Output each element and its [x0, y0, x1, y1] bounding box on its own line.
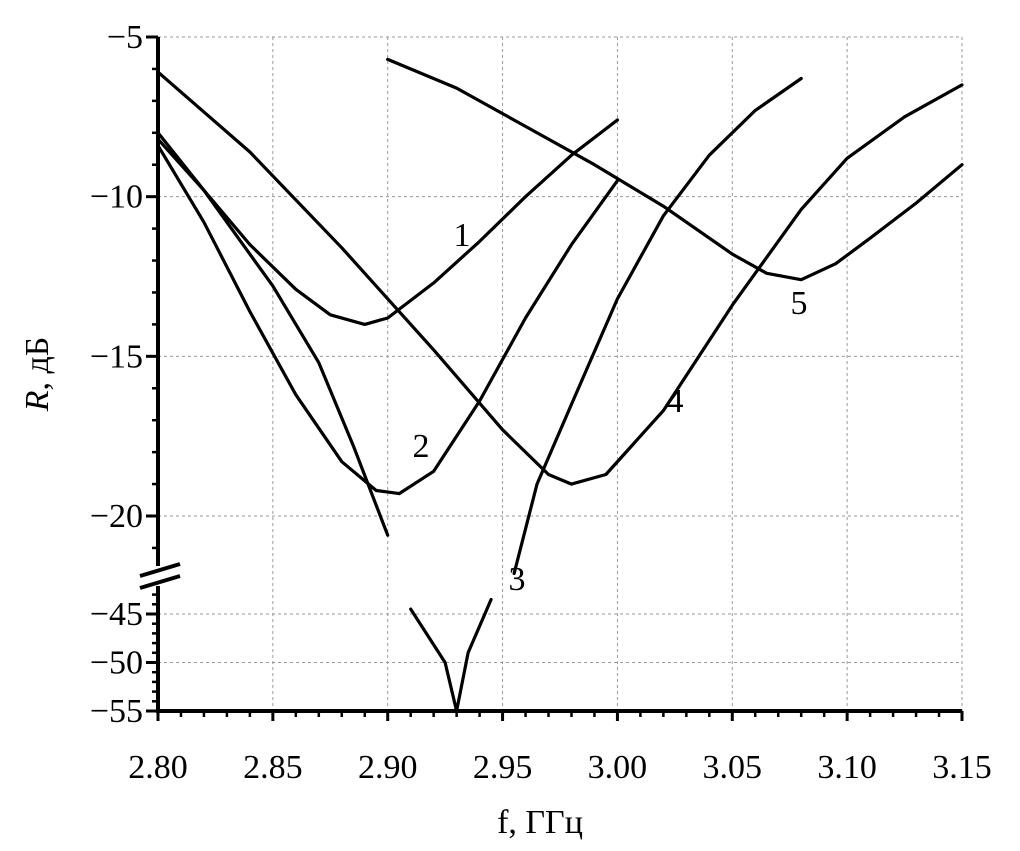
axis-break-mark — [139, 562, 181, 578]
grid — [158, 36, 963, 711]
x-tick-label: 3.05 — [703, 749, 763, 786]
x-tick-label: 3.10 — [817, 749, 877, 786]
x-tick-label: 2.85 — [243, 749, 303, 786]
y-tick-label: −10 — [90, 179, 143, 216]
y-axis-title-symbol: R — [19, 390, 56, 412]
y-tick-label: −5 — [107, 19, 143, 56]
curve-labels: 1 2 3 4 5 — [413, 217, 808, 598]
series-line-5 — [386, 57, 964, 282]
x-axis-title: f, ГГц — [497, 804, 583, 841]
series-line-2 — [156, 144, 619, 496]
curve-label-4: 4 — [667, 383, 684, 420]
curve-label-1: 1 — [454, 217, 471, 254]
y-tick-label: −50 — [90, 645, 143, 682]
x-tick-label: 2.90 — [358, 749, 418, 786]
series-line-3 — [409, 597, 493, 713]
y-tick-label: −55 — [90, 693, 143, 730]
tick-marks — [146, 35, 964, 721]
curve-label-2: 2 — [413, 428, 430, 465]
x-tick-label: 3.00 — [588, 749, 648, 786]
series-line-3 — [156, 137, 390, 537]
axis-break-mark — [139, 574, 181, 590]
x-tick-label: 3.15 — [932, 749, 992, 786]
x-tick-label: 2.80 — [128, 749, 188, 786]
series-group — [156, 57, 964, 713]
curve-label-3: 3 — [509, 561, 526, 598]
x-tick-label: 2.95 — [473, 749, 533, 786]
y-tick-label: −45 — [90, 596, 143, 633]
y-tick-label: −20 — [90, 498, 143, 535]
tick-labels: 2.80 2.85 2.90 2.95 3.00 3.05 3.10 3.15 −5 −10 −15… — [90, 19, 992, 786]
curve-label-5: 5 — [791, 285, 808, 322]
series-line-1 — [156, 118, 619, 326]
series-line-4 — [156, 70, 964, 486]
series-line-3 — [512, 76, 803, 576]
y-axis-title: R, дБ — [19, 337, 56, 413]
y-axis-title-unit: , дБ — [19, 337, 56, 391]
axes — [139, 37, 962, 713]
y-tick-label: −15 — [90, 338, 143, 375]
